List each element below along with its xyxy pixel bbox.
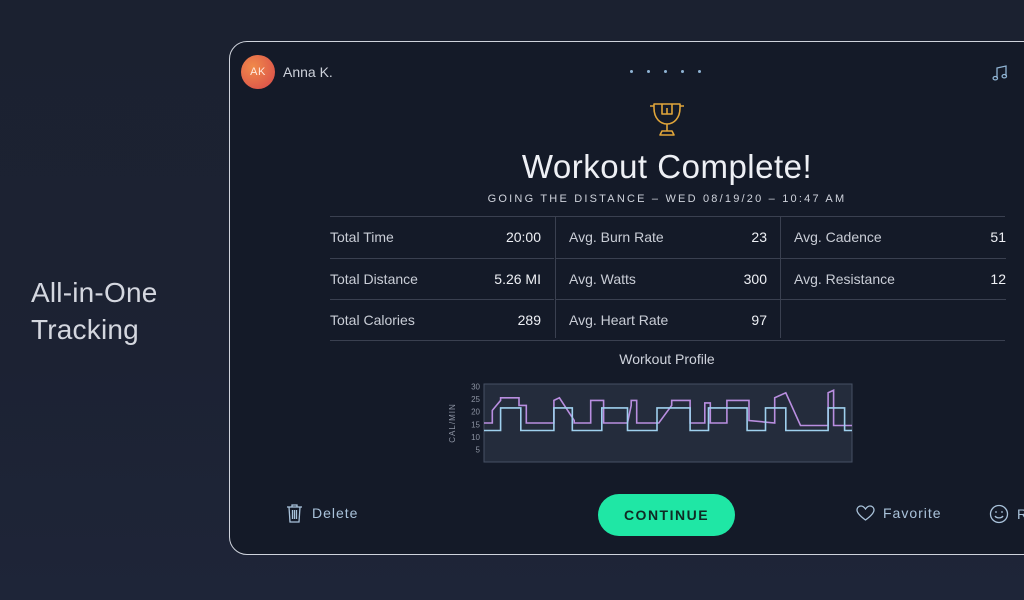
page-dot <box>664 70 667 73</box>
avatar[interactable]: AK <box>241 55 275 89</box>
stat-row: Avg. Cadence 51 <box>781 217 1006 257</box>
delete-button[interactable]: Delete <box>286 503 358 523</box>
stat-label: Total Calories <box>330 312 415 328</box>
rate-button[interactable]: R <box>989 504 1024 524</box>
music-note-icon[interactable] <box>991 64 1009 82</box>
stat-value: 5.26 MI <box>494 271 541 287</box>
stat-value: 20:00 <box>505 229 541 245</box>
stat-row: Avg. Resistance 12 <box>781 258 1006 299</box>
chart-series-line-1 <box>484 389 852 427</box>
stats-column: Avg. Burn Rate 23 Avg. Watts 300 Avg. He… <box>555 217 780 338</box>
promo-line-2: Tracking <box>31 314 139 345</box>
chart-y-tick-label: 25 <box>471 395 480 404</box>
stat-value: 12 <box>990 271 1006 287</box>
stat-label: Avg. Resistance <box>794 271 895 287</box>
promo-caption: All-in-One Tracking <box>31 274 157 348</box>
stats-column: Total Time 20:00 Total Distance 5.26 MI … <box>330 217 554 338</box>
stat-row: Total Distance 5.26 MI <box>330 258 554 299</box>
avatar-initials: AK <box>250 66 266 78</box>
smiley-icon <box>989 504 1009 524</box>
chart-y-tick-label: 15 <box>471 420 480 429</box>
trash-icon <box>287 504 302 523</box>
chart-y-tick-label: 20 <box>471 408 480 417</box>
page-indicator <box>630 70 701 73</box>
stat-row-empty <box>781 299 1006 340</box>
stat-label: Total Distance <box>330 271 418 287</box>
stat-row: Avg. Heart Rate 97 <box>556 299 780 340</box>
page-dot <box>647 70 650 73</box>
workout-profile-title: Workout Profile <box>619 351 715 367</box>
stat-row: Total Time 20:00 <box>330 217 554 257</box>
workout-subtitle: GOING THE DISTANCE – WED 08/19/20 – 10:4… <box>487 193 847 205</box>
stat-row: Avg. Watts 300 <box>556 258 780 299</box>
stats-grid: Total Time 20:00 Total Distance 5.26 MI … <box>330 216 1006 341</box>
page-dot <box>630 70 633 73</box>
chart-y-tick-label: 5 <box>476 445 481 454</box>
stat-row: Avg. Burn Rate 23 <box>556 217 780 257</box>
page-dot <box>681 70 684 73</box>
trophy-icon <box>650 103 684 136</box>
continue-button[interactable]: CONTINUE <box>598 494 735 536</box>
stat-value: 289 <box>517 312 541 328</box>
stats-column: Avg. Cadence 51 Avg. Resistance 12 <box>780 217 1006 338</box>
stat-label: Avg. Heart Rate <box>569 312 669 328</box>
chart-y-axis-label: CAL/MIN <box>448 403 457 442</box>
stat-value: 51 <box>990 229 1006 245</box>
stat-label: Avg. Watts <box>569 271 636 287</box>
stat-label: Total Time <box>330 229 394 245</box>
chart-series-line-2 <box>484 407 852 432</box>
promo-line-1: All-in-One <box>31 277 158 308</box>
workout-profile-chart: CAL/MIN 5 10 15 20 25 30 <box>448 383 853 463</box>
stat-value: 23 <box>751 229 767 245</box>
chart-y-tick-label: 30 <box>471 383 480 392</box>
favorite-button[interactable]: Favorite <box>856 505 942 521</box>
tablet-screen: AK Anna K. Workout Complete! GOING THE D… <box>229 41 1024 555</box>
username: Anna K. <box>283 64 333 80</box>
workout-title: Workout Complete! <box>521 148 813 185</box>
stat-value: 97 <box>751 312 767 328</box>
stat-row: Total Calories 289 <box>330 299 554 340</box>
delete-label: Delete <box>312 505 359 521</box>
stat-label: Avg. Cadence <box>794 229 882 245</box>
rate-label: R <box>1017 506 1024 522</box>
chart-y-tick-label: 10 <box>471 433 480 442</box>
page-dot <box>698 70 701 73</box>
stat-label: Avg. Burn Rate <box>569 229 664 245</box>
favorite-label: Favorite <box>883 505 942 521</box>
heart-icon <box>856 505 875 521</box>
stat-value: 300 <box>743 271 767 287</box>
